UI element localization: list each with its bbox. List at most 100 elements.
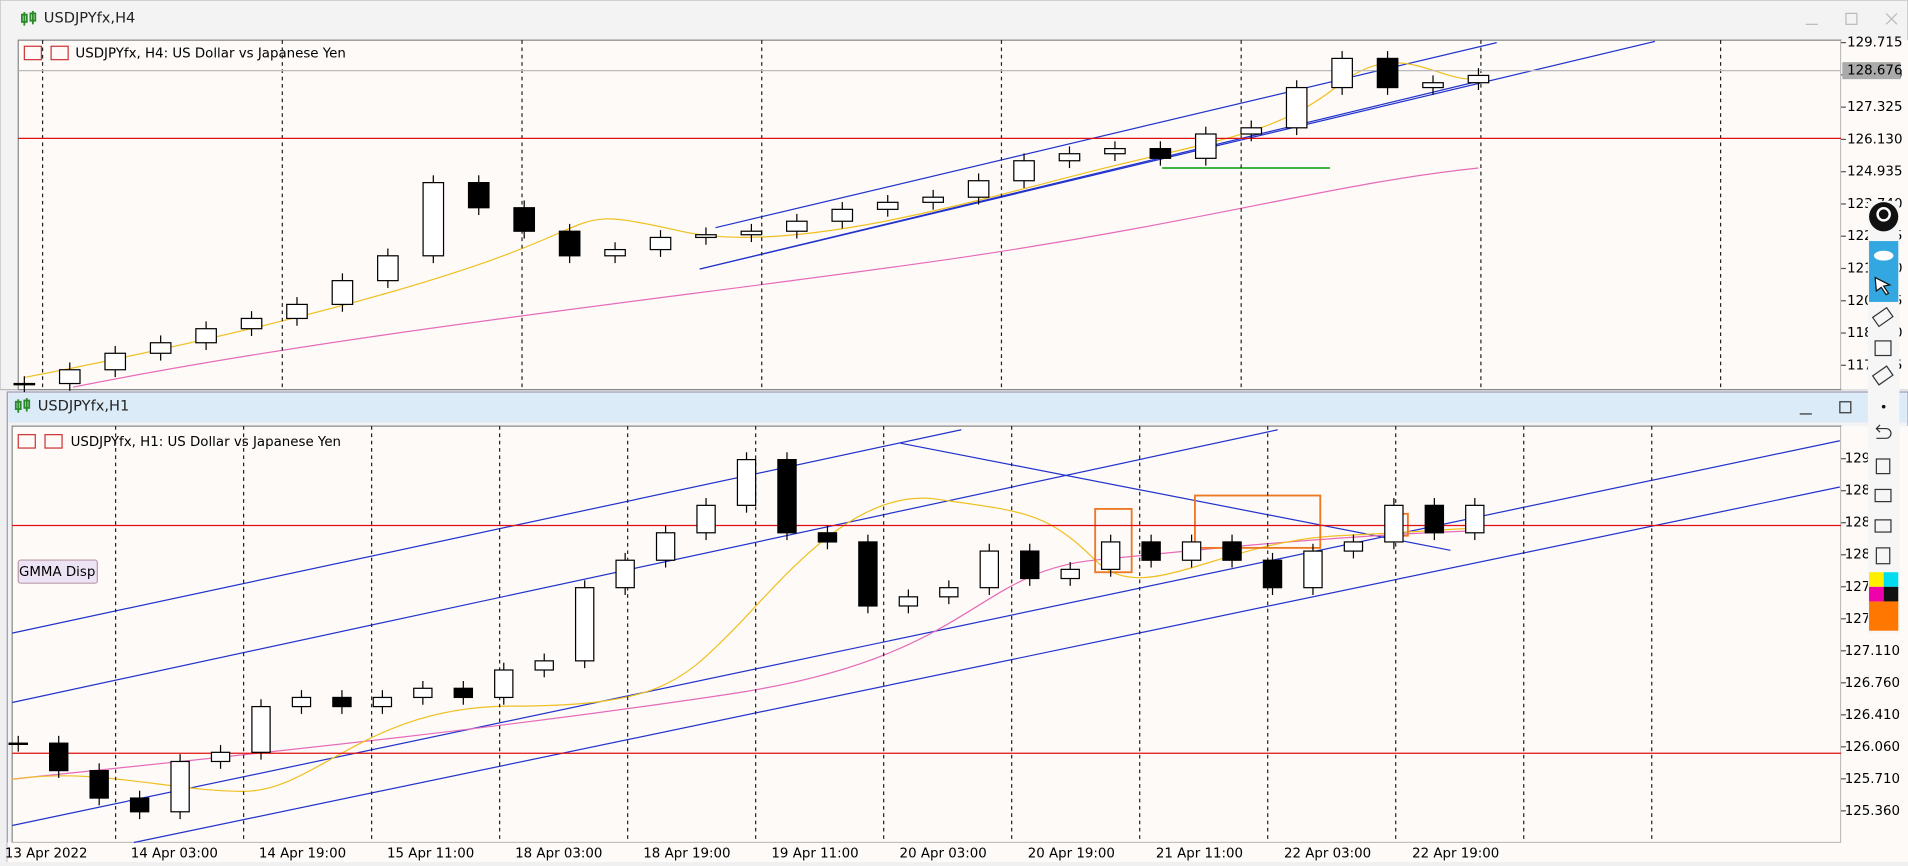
time-label: 21 Apr 11:00	[1156, 846, 1243, 861]
price-label: 126.060	[1845, 740, 1900, 755]
candle	[786, 220, 808, 232]
candle	[1262, 559, 1283, 589]
h1-drawings	[12, 429, 1840, 844]
candle	[286, 303, 308, 320]
window-controls[interactable]	[1799, 401, 1852, 415]
candle	[149, 342, 172, 354]
time-label: 15 Apr 11:00	[387, 846, 474, 861]
candle	[372, 696, 393, 708]
candle	[534, 660, 554, 671]
price-label: 125.710	[1845, 772, 1900, 787]
candle	[898, 596, 919, 607]
candle	[604, 248, 626, 257]
candle	[332, 696, 352, 708]
candle	[655, 532, 676, 561]
candle	[696, 504, 716, 534]
candle	[1285, 86, 1308, 129]
candle	[240, 317, 263, 330]
candle	[129, 797, 150, 813]
chart-area	[11, 425, 1842, 844]
candle	[1141, 541, 1161, 561]
window-controls[interactable]	[1805, 12, 1898, 25]
candle	[494, 669, 514, 699]
title-bar	[1, 1, 1907, 36]
candle	[1100, 541, 1121, 570]
candle	[1149, 147, 1172, 159]
candle	[695, 234, 717, 239]
candle	[967, 180, 990, 198]
time-axis	[7, 842, 1842, 862]
price-label: 124.935	[1847, 165, 1902, 180]
current-price-box	[1842, 62, 1901, 80]
candle	[291, 696, 312, 708]
candle	[453, 687, 474, 699]
candle	[1194, 133, 1217, 159]
chart-label	[17, 434, 63, 449]
candle	[740, 230, 763, 236]
price-label: 127.110	[1845, 644, 1900, 659]
price-label: 125.360	[1845, 804, 1900, 819]
time-label: 22 Apr 19:00	[1412, 846, 1499, 861]
candle	[574, 587, 595, 662]
candle	[615, 559, 635, 589]
candle	[513, 207, 536, 232]
candle	[1020, 550, 1040, 580]
candle	[377, 255, 399, 282]
candle	[13, 382, 36, 386]
candle	[558, 230, 581, 257]
chart-label: USDJPYfx, H1: US Dollar vs Japanese Yen	[71, 435, 341, 450]
price-label: 126.130	[1847, 132, 1902, 147]
candle	[1465, 504, 1485, 534]
price-label: 127.325	[1847, 100, 1902, 115]
candle	[1331, 57, 1353, 89]
toolbar[interactable]	[1867, 200, 1900, 634]
candle	[195, 328, 217, 344]
candle	[210, 751, 231, 763]
gmma-button[interactable]	[17, 559, 98, 584]
chart-area	[17, 39, 1842, 391]
candle	[1222, 541, 1242, 561]
candle	[817, 532, 838, 543]
candle	[413, 687, 433, 699]
candle	[876, 201, 899, 210]
window-title: USDJPYfx,H4	[44, 9, 136, 26]
candle	[1467, 74, 1490, 84]
candle	[1058, 153, 1081, 162]
candle	[1424, 504, 1445, 534]
candle	[58, 369, 81, 385]
candle	[170, 760, 190, 813]
window-title: USDJPYfx,H1	[38, 398, 130, 415]
chart-label	[23, 45, 69, 61]
candle	[1013, 160, 1035, 182]
candle	[777, 459, 797, 534]
candle	[858, 541, 878, 607]
chart-label: USDJPYfx, H4: US Dollar vs Japanese Yen	[75, 47, 345, 62]
current-price: 128.676	[1847, 64, 1902, 79]
gmma-button-label[interactable]: GMMA Disp	[19, 565, 95, 580]
time-label: 20 Apr 03:00	[900, 846, 987, 861]
candle	[922, 196, 944, 203]
candle	[1104, 147, 1126, 155]
time-label: 19 Apr 11:00	[771, 846, 858, 861]
candle	[422, 182, 445, 257]
time-label: 20 Apr 19:00	[1028, 846, 1115, 861]
candle	[1384, 504, 1404, 543]
candle	[8, 742, 28, 746]
time-label: 13 Apr 2022	[5, 846, 88, 861]
candle	[736, 459, 757, 506]
candle	[1303, 550, 1323, 589]
price-label: 129.715	[1847, 36, 1902, 51]
price-label: 126.760	[1845, 676, 1900, 691]
title-bar	[8, 393, 1907, 423]
candle	[1240, 127, 1263, 135]
time-label: 14 Apr 03:00	[131, 846, 218, 861]
candle	[89, 770, 109, 799]
candle	[104, 352, 127, 371]
time-label: 14 Apr 19:00	[259, 846, 346, 861]
price-label: 126.410	[1845, 708, 1900, 723]
candle	[1376, 57, 1399, 89]
candle	[251, 705, 271, 753]
candle	[331, 280, 354, 306]
window-icon	[14, 398, 31, 413]
